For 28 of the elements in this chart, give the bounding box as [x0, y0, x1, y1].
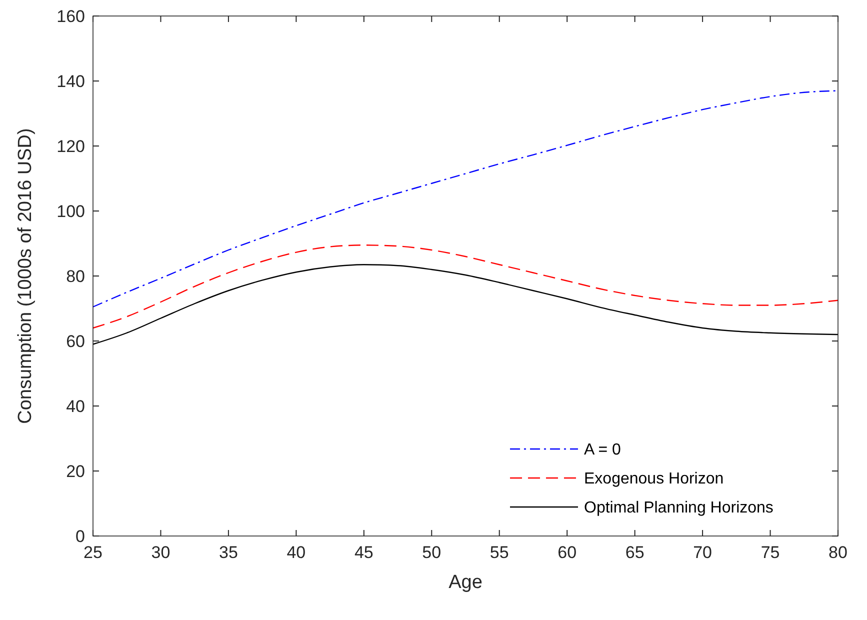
y-tick-label: 0 [76, 526, 85, 546]
x-tick-label: 45 [354, 543, 374, 562]
x-tick-label: 25 [84, 543, 102, 562]
legend-label: A = 0 [584, 442, 622, 459]
legend-label: Exogenous Horizon [584, 470, 724, 488]
x-tick-label: 35 [218, 543, 238, 562]
y-tick-label: 40 [66, 396, 85, 416]
y-tick-label: 80 [66, 266, 85, 286]
y-tick-label: 140 [56, 72, 85, 91]
y-tick-label: 100 [56, 202, 85, 221]
x-tick-label: 80 [828, 543, 848, 562]
x-tick-label: 75 [760, 543, 780, 562]
x-tick-label: 65 [625, 543, 644, 562]
y-tick-label: 60 [66, 332, 85, 351]
x-tick-label: 70 [693, 543, 712, 562]
y-tick-label: 160 [56, 6, 85, 26]
x-tick-label: 60 [558, 543, 577, 562]
legend-label: Optimal Planning Horizons [584, 500, 774, 517]
y-tick-label: 20 [66, 462, 85, 481]
x-tick-label: 30 [151, 543, 170, 562]
y-axis-title: Consumption (1000s of 2016 USD) [15, 128, 36, 424]
y-tick-label: 120 [56, 136, 85, 156]
x-axis-title: Age [448, 572, 482, 593]
x-tick-label: 40 [286, 543, 306, 562]
line-series [92, 264, 839, 345]
line-series [92, 244, 839, 329]
x-tick-label: 50 [422, 543, 442, 562]
x-tick-label: 55 [490, 543, 509, 562]
